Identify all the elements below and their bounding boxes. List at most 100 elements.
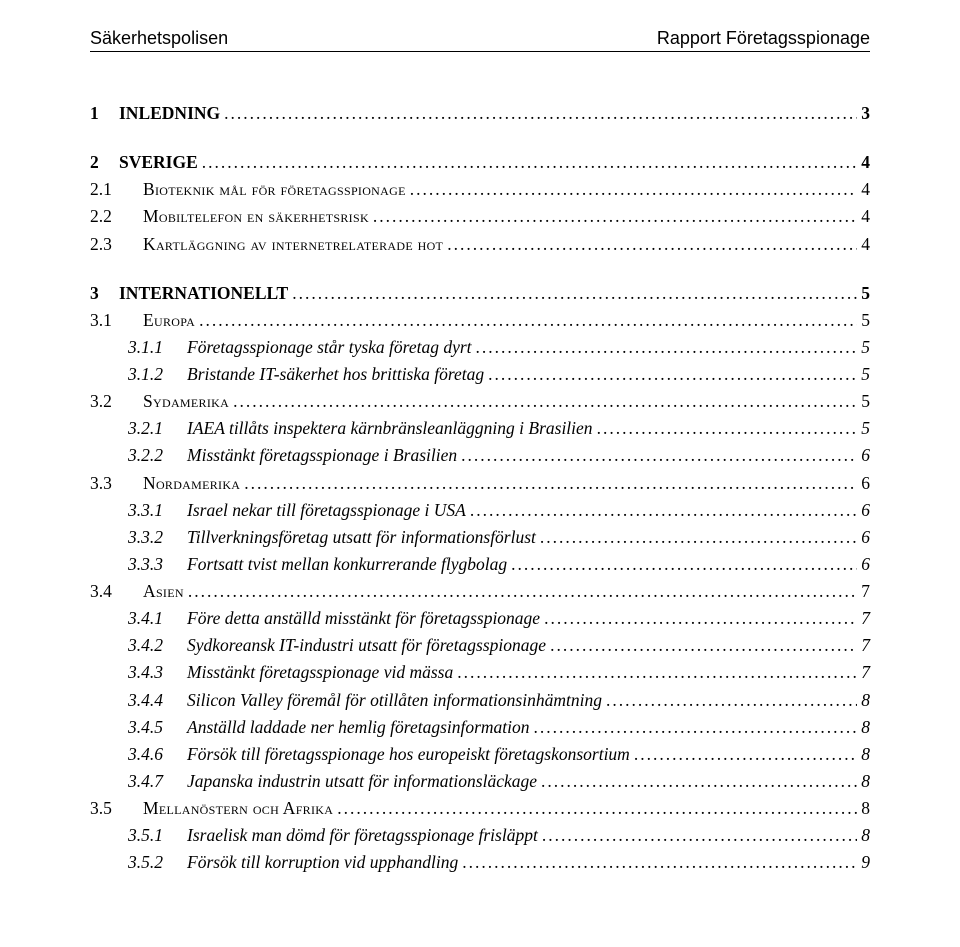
toc-leader bbox=[447, 231, 857, 258]
toc-label: Israel nekar till företagsspionage i USA bbox=[187, 497, 466, 524]
toc-leader bbox=[199, 307, 857, 334]
toc-number: 3.4.6 bbox=[128, 741, 180, 768]
toc-entry: 3.2.2 Misstänkt företagsspionage i Brasi… bbox=[128, 442, 870, 469]
toc-number: 3.1 bbox=[90, 307, 136, 334]
toc-entry: 3.1.2 Bristande IT-säkerhet hos brittisk… bbox=[128, 361, 870, 388]
toc-number: 2.3 bbox=[90, 231, 136, 258]
toc-number: 3.5.1 bbox=[128, 822, 180, 849]
toc-page: 3 bbox=[861, 100, 870, 127]
toc-page: 5 bbox=[861, 361, 870, 388]
toc-page: 7 bbox=[861, 578, 870, 605]
toc-leader bbox=[488, 361, 857, 388]
toc-page: 6 bbox=[861, 551, 870, 578]
toc-label: Försök till företagsspionage hos europei… bbox=[187, 741, 630, 768]
toc-entry: 3.3 Nordamerika 6 bbox=[90, 470, 870, 497]
toc-label: Anställd laddade ner hemlig företagsinfo… bbox=[187, 714, 530, 741]
toc-number: 2.2 bbox=[90, 203, 136, 230]
toc-number: 3.4.7 bbox=[128, 768, 180, 795]
toc-number: 3.5 bbox=[90, 795, 136, 822]
toc-number: 3.3 bbox=[90, 470, 136, 497]
toc-leader bbox=[292, 280, 857, 307]
toc-page: 8 bbox=[861, 822, 870, 849]
toc-leader bbox=[534, 714, 858, 741]
toc-label: Fortsatt tvist mellan konkurrerande flyg… bbox=[187, 551, 507, 578]
toc-page: 4 bbox=[861, 176, 870, 203]
toc-leader bbox=[597, 415, 858, 442]
toc-leader bbox=[244, 470, 857, 497]
toc-page: 4 bbox=[861, 231, 870, 258]
toc-label: Silicon Valley föremål för otillåten inf… bbox=[187, 687, 602, 714]
toc-label: Europa bbox=[143, 307, 195, 334]
page-header: Säkerhetspolisen Rapport Företagsspionag… bbox=[90, 28, 870, 52]
toc-number: 3.1.1 bbox=[128, 334, 180, 361]
toc-entry: 2.2 Mobiltelefon en säkerhetsrisk 4 bbox=[90, 203, 870, 230]
toc-page: 5 bbox=[861, 334, 870, 361]
toc-leader bbox=[544, 605, 857, 632]
toc-entry: 3.3.2 Tillverkningsföretag utsatt för in… bbox=[128, 524, 870, 551]
toc-number: 3.2.2 bbox=[128, 442, 180, 469]
toc-label: Nordamerika bbox=[143, 470, 240, 497]
toc-number: 3.4.4 bbox=[128, 687, 180, 714]
toc-label: Asien bbox=[143, 578, 184, 605]
toc-label: Före detta anställd misstänkt för företa… bbox=[187, 605, 540, 632]
toc-entry: 2.1 Bioteknik mål för företagsspionage 4 bbox=[90, 176, 870, 203]
document-page: Säkerhetspolisen Rapport Företagsspionag… bbox=[0, 0, 960, 947]
toc-page: 6 bbox=[861, 470, 870, 497]
toc-leader bbox=[541, 768, 857, 795]
toc-number: 2 bbox=[90, 149, 112, 176]
toc-entry: 3.3.3 Fortsatt tvist mellan konkurrerand… bbox=[128, 551, 870, 578]
toc-number: 3.1.2 bbox=[128, 361, 180, 388]
toc-label: Tillverkningsföretag utsatt för informat… bbox=[187, 524, 536, 551]
toc-leader bbox=[337, 795, 857, 822]
toc-entry: 3 INTERNATIONELLT 5 bbox=[90, 280, 870, 307]
toc-page: 5 bbox=[861, 388, 870, 415]
toc-page: 4 bbox=[861, 149, 870, 176]
toc-label: Bristande IT-säkerhet hos brittiska före… bbox=[187, 361, 484, 388]
toc-label: Misstänkt företagsspionage vid mässa bbox=[187, 659, 453, 686]
toc-number: 3.3.3 bbox=[128, 551, 180, 578]
toc-number: 3.4.2 bbox=[128, 632, 180, 659]
toc-leader bbox=[550, 632, 857, 659]
toc-page: 5 bbox=[861, 307, 870, 334]
toc-entry: 3.4.5 Anställd laddade ner hemlig företa… bbox=[128, 714, 870, 741]
toc-leader bbox=[461, 442, 857, 469]
toc-leader bbox=[606, 687, 857, 714]
toc-label: Företagsspionage står tyska företag dyrt bbox=[187, 334, 472, 361]
toc-leader bbox=[233, 388, 857, 415]
toc-leader bbox=[410, 176, 858, 203]
toc-page: 7 bbox=[861, 632, 870, 659]
toc-label: Israelisk man dömd för företagsspionage … bbox=[187, 822, 538, 849]
toc-label: Japanska industrin utsatt för informatio… bbox=[187, 768, 537, 795]
toc-leader bbox=[540, 524, 857, 551]
toc-entry: 3.4.2 Sydkoreansk IT-industri utsatt för… bbox=[128, 632, 870, 659]
toc-entry: 3.3.1 Israel nekar till företagsspionage… bbox=[128, 497, 870, 524]
toc-page: 8 bbox=[861, 768, 870, 795]
toc-entry: 3.4.7 Japanska industrin utsatt för info… bbox=[128, 768, 870, 795]
toc-entry: 3.1 Europa 5 bbox=[90, 307, 870, 334]
toc-page: 5 bbox=[861, 415, 870, 442]
toc-entry: 3.4 Asien 7 bbox=[90, 578, 870, 605]
toc-entry: 3.5.1 Israelisk man dömd för företagsspi… bbox=[128, 822, 870, 849]
toc-leader bbox=[457, 659, 857, 686]
toc-number: 3.2.1 bbox=[128, 415, 180, 442]
toc-entry: 3.4.6 Försök till företagsspionage hos e… bbox=[128, 741, 870, 768]
toc-entry: 2.3 Kartläggning av internetrelaterade h… bbox=[90, 231, 870, 258]
toc-leader bbox=[511, 551, 857, 578]
toc-page: 6 bbox=[861, 497, 870, 524]
toc-number: 3.4 bbox=[90, 578, 136, 605]
toc-page: 8 bbox=[861, 795, 870, 822]
toc-number: 3 bbox=[90, 280, 112, 307]
toc-page: 8 bbox=[861, 714, 870, 741]
toc-label: Kartläggning av internetrelaterade hot bbox=[143, 231, 443, 258]
toc-entry: 1 INLEDNING 3 bbox=[90, 100, 870, 127]
toc-number: 1 bbox=[90, 100, 112, 127]
toc-label: Mellanöstern och Afrika bbox=[143, 795, 333, 822]
toc-leader bbox=[202, 149, 857, 176]
toc-number: 3.3.2 bbox=[128, 524, 180, 551]
toc-entry: 3.4.4 Silicon Valley föremål för otillåt… bbox=[128, 687, 870, 714]
toc-number: 3.2 bbox=[90, 388, 136, 415]
toc-number: 3.4.5 bbox=[128, 714, 180, 741]
toc-label: Mobiltelefon en säkerhetsrisk bbox=[143, 203, 369, 230]
toc-label: INLEDNING bbox=[119, 100, 220, 127]
toc-page: 6 bbox=[861, 442, 870, 469]
